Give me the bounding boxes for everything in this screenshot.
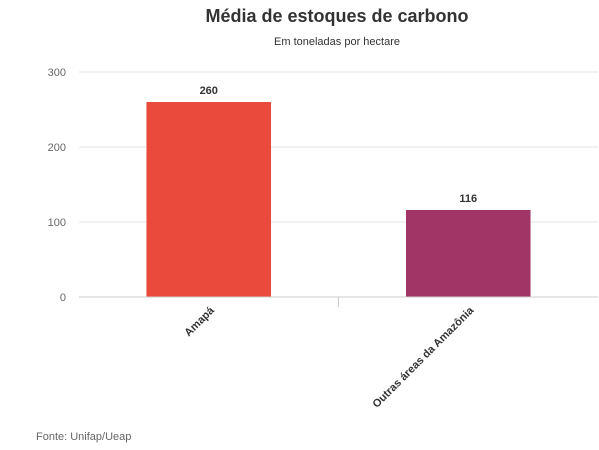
source-note: Fonte: Unifap/Ueap — [36, 431, 132, 443]
chart-subtitle: Em toneladas por hectare — [274, 36, 400, 48]
x-tick-label: Amapá — [182, 304, 217, 339]
bar-0 — [146, 102, 272, 297]
bars: 260 116 — [146, 85, 531, 297]
data-label: 116 — [459, 193, 477, 205]
x-tick-label: Outras áreas da Amazônia — [370, 304, 477, 411]
data-label: 260 — [200, 85, 218, 97]
bar-chart: 0 100 200 300 260 116 Amapá Outras áreas da A… — [48, 67, 598, 411]
chart-title: Média de estoques de carbono — [205, 6, 469, 26]
y-tick-label: 300 — [48, 67, 66, 79]
bar-1 — [405, 210, 531, 297]
y-tick-label: 200 — [48, 142, 66, 154]
x-axis: Amapá Outras áreas da Amazônia — [79, 296, 598, 411]
y-axis: 0 100 200 300 — [48, 67, 66, 304]
y-tick-label: 0 — [60, 292, 66, 304]
y-tick-label: 100 — [48, 217, 66, 229]
